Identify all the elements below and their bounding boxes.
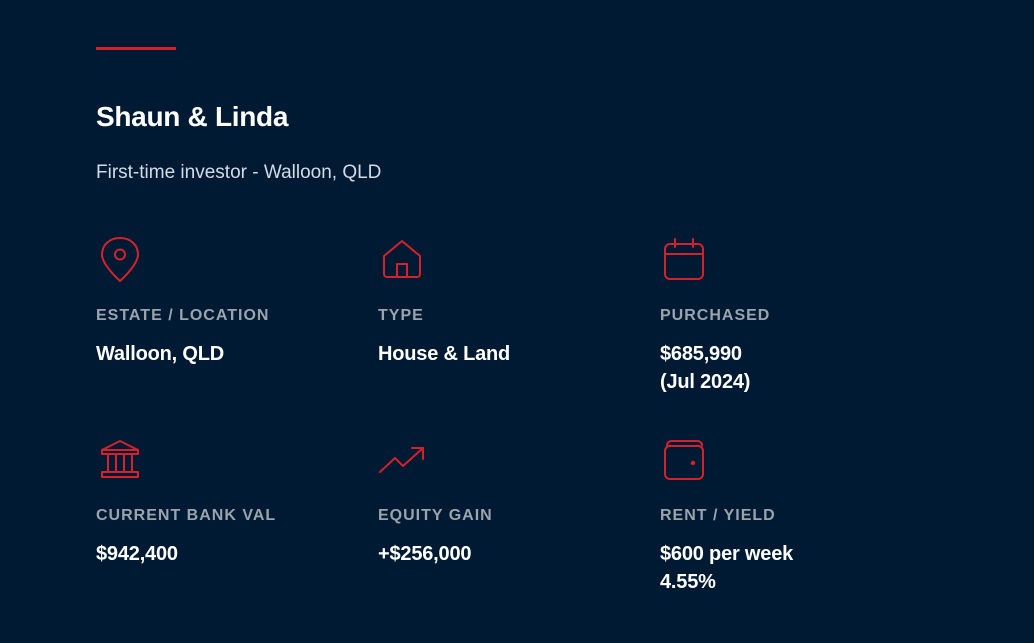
wallet-icon bbox=[660, 436, 708, 484]
stat-rent-yield: RENT / YIELD $600 per week 4.55% bbox=[660, 436, 942, 636]
stat-type: TYPE House & Land bbox=[378, 236, 660, 436]
page-subtitle: First-time investor - Walloon, QLD bbox=[96, 162, 382, 183]
house-icon bbox=[378, 236, 426, 284]
stat-label: ESTATE / LOCATION bbox=[96, 307, 270, 324]
stat-estate-location: ESTATE / LOCATION Walloon, QLD bbox=[96, 236, 378, 436]
trending-up-icon bbox=[378, 436, 426, 484]
calendar-icon bbox=[660, 236, 708, 284]
stat-value: $600 per week 4.55% bbox=[660, 543, 794, 593]
bank-icon bbox=[96, 436, 144, 484]
stat-value: +$256,000 bbox=[378, 543, 472, 565]
stats-grid: ESTATE / LOCATION Walloon, QLD TYPE Hous… bbox=[96, 236, 956, 636]
accent-divider bbox=[96, 47, 176, 50]
map-pin-icon bbox=[96, 236, 144, 284]
stat-purchased: PURCHASED $685,990 (Jul 2024) bbox=[660, 236, 942, 436]
stat-value: House & Land bbox=[378, 343, 511, 365]
stat-label: CURRENT BANK VAL bbox=[96, 507, 277, 524]
page-title: Shaun & Linda bbox=[96, 101, 289, 132]
stat-label: PURCHASED bbox=[660, 307, 771, 324]
stat-equity-gain: EQUITY GAIN +$256,000 bbox=[378, 436, 660, 636]
stat-value: $685,990 (Jul 2024) bbox=[660, 343, 751, 393]
stat-label: RENT / YIELD bbox=[660, 507, 776, 524]
stat-value: Walloon, QLD bbox=[96, 343, 224, 365]
stat-label: TYPE bbox=[378, 307, 424, 324]
stat-value: $942,400 bbox=[96, 543, 178, 565]
stat-label: EQUITY GAIN bbox=[378, 507, 493, 524]
stat-current-bank-val: CURRENT BANK VAL $942,400 bbox=[96, 436, 378, 636]
